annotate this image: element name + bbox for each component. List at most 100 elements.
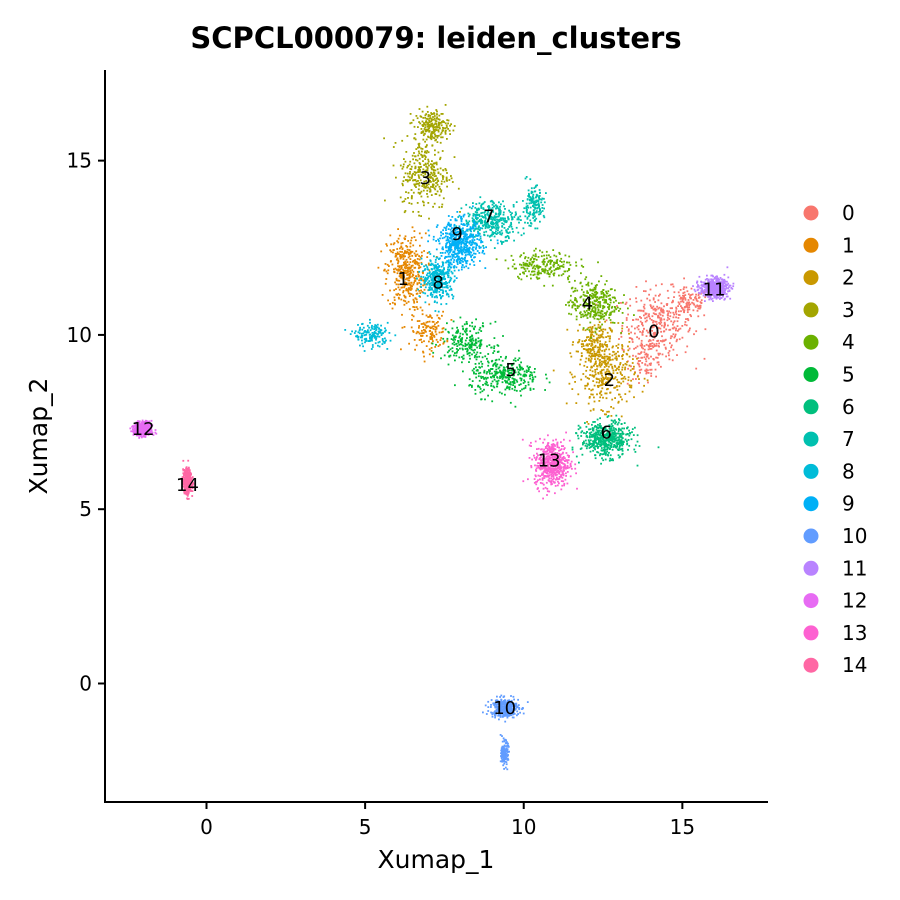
data-point [434,269,437,272]
data-point [431,177,434,180]
data-point [514,360,517,362]
data-point [495,205,498,208]
data-point [437,134,440,137]
data-point [489,370,491,372]
data-point [426,266,429,269]
data-point [590,357,593,360]
data-point [402,268,404,271]
data-point [621,345,624,348]
data-point [443,340,446,343]
data-point [524,380,526,383]
data-point [483,378,485,380]
data-point [615,421,617,423]
data-point [422,326,425,328]
data-point [419,256,422,259]
data-point [591,427,594,429]
data-point [649,304,652,306]
data-point [460,339,463,342]
data-point [378,335,381,338]
data-point [579,296,582,299]
data-point [425,345,428,347]
data-point [616,367,619,370]
data-point [417,188,420,191]
data-point [608,314,611,316]
data-point [525,176,528,178]
data-point [429,253,432,255]
data-point [439,280,441,283]
data-point [612,369,615,372]
data-point [644,313,647,316]
data-point [529,377,532,380]
data-point [667,316,669,319]
data-point [375,324,378,327]
data-point [448,281,450,284]
data-point [611,305,614,308]
data-point [430,335,433,338]
data-point [489,200,492,203]
data-point [600,430,603,432]
data-point [434,289,437,291]
data-point [620,442,623,445]
data-point [440,189,443,192]
data-point [395,293,398,296]
data-point [586,343,589,346]
data-point [559,260,562,262]
data-point [427,186,429,189]
data-point [679,327,682,330]
data-point [493,370,496,373]
data-point [609,391,612,394]
data-point [435,256,438,259]
data-point [486,381,488,384]
data-point [468,252,471,255]
data-point [407,270,410,273]
data-point [407,279,410,282]
data-point [514,211,517,214]
data-point [558,267,561,269]
data-point [410,121,413,124]
data-point [416,262,419,264]
data-point [435,322,438,324]
data-point [492,217,495,220]
data-point [426,125,429,128]
data-point [440,131,443,134]
data-point [445,271,448,274]
data-point [511,228,514,230]
data-point [484,227,487,230]
data-point [478,225,480,228]
data-point [460,243,463,246]
data-point [390,250,393,253]
data-point [579,448,582,450]
data-point [584,301,587,304]
data-point [661,311,664,314]
data-point [599,391,602,394]
data-point [611,439,614,442]
data-point [426,294,429,297]
data-point [608,308,610,311]
data-point [511,212,513,215]
data-point [525,369,528,372]
data-point [403,237,406,240]
data-point [641,322,644,324]
data-point [422,322,425,325]
data-point [491,400,494,403]
data-point [585,344,588,347]
data-point [416,263,419,266]
data-point [428,348,431,351]
data-point [396,253,399,255]
data-point [529,259,532,261]
data-point [645,329,648,332]
data-point [444,286,446,289]
data-point [480,330,483,332]
data-point [611,330,613,333]
data-point [431,317,433,319]
data-point [436,168,439,171]
data-point [587,359,590,362]
data-point [432,205,434,208]
data-point [570,294,572,297]
data-point [604,458,607,461]
data-point [582,345,585,347]
data-point [609,335,611,338]
data-point [657,363,660,366]
data-point [371,324,373,327]
data-point [542,262,545,265]
